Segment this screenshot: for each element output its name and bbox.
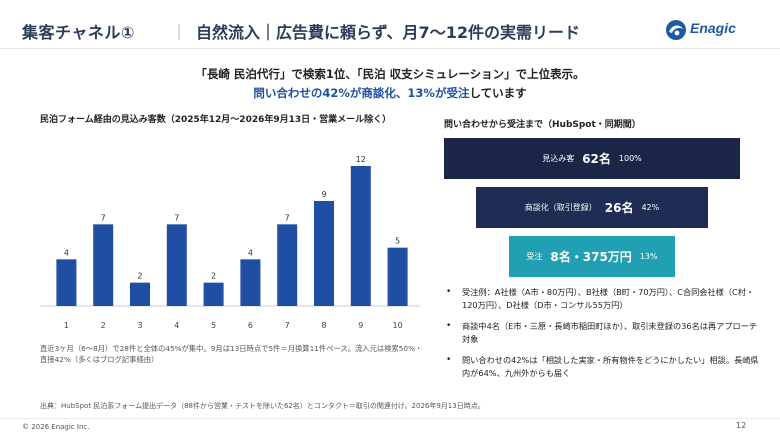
funnel-stage-label: 受注 bbox=[526, 252, 543, 261]
bar bbox=[277, 224, 298, 306]
source-note: 出典：HubSpot 民泊系フォーム提出データ（88件から営業・テストを除いた6… bbox=[40, 402, 485, 410]
chart-title: 民泊フォーム経由の見込み客数（2025年12月〜2026年9月13日・営業メール… bbox=[40, 115, 392, 125]
bar bbox=[56, 259, 77, 306]
bar-chart: 4 1 7 2 2 3 7 4 2 5 4 6 7 7 9 8 12 9 5 10 bbox=[40, 155, 420, 330]
bar bbox=[240, 259, 261, 306]
bar bbox=[130, 282, 150, 306]
funnel-stage-count: 62名 bbox=[582, 152, 611, 166]
insight-item: 受注例：A社様（A市・80万円）、B社様（B町・70万円）、C合同会社様（C村・… bbox=[444, 286, 764, 312]
bar bbox=[166, 224, 187, 306]
x-tick-label: 4 bbox=[174, 321, 179, 330]
bar bbox=[203, 282, 224, 306]
title-separator: ｜ bbox=[171, 23, 188, 42]
funnel-stage-rate: 42% bbox=[641, 203, 660, 212]
bar-value-label: 9 bbox=[321, 190, 326, 199]
enagic-logo: Enagic bbox=[664, 18, 764, 44]
slide-header: 集客チャネル① ｜ 自然流入｜広告費に頼らず、月7〜12件の実需リード Enag… bbox=[0, 0, 780, 58]
bar-value-label: 7 bbox=[285, 213, 290, 222]
x-tick-label: 3 bbox=[137, 321, 142, 330]
logo-text: Enagic bbox=[690, 20, 736, 36]
bar-value-label: 7 bbox=[174, 213, 179, 222]
funnel-stage-deals: 商談化（取引登録） 26名 42% bbox=[476, 187, 708, 228]
bar-value-label: 2 bbox=[211, 272, 216, 281]
logo-swirl-icon bbox=[666, 20, 686, 40]
bar-value-label: 12 bbox=[356, 155, 366, 164]
lead-rest: しています bbox=[469, 86, 527, 100]
chart-note: 直近3ヶ月（6〜8月）で28件と全体の45%が集中。9月は13日時点で5件＝月換… bbox=[40, 344, 423, 364]
page-number: 12 bbox=[736, 421, 747, 430]
funnel-stage-count: 8名・375万円 bbox=[550, 250, 632, 264]
x-tick-label: 10 bbox=[393, 321, 403, 330]
copyright: © 2026 Enagic Inc. bbox=[22, 423, 90, 431]
bar bbox=[387, 247, 408, 306]
slide-subtitle: 自然流入｜広告費に頼らず、月7〜12件の実需リード bbox=[196, 23, 580, 42]
x-tick-label: 2 bbox=[101, 321, 106, 330]
funnel-stage-rate: 13% bbox=[639, 252, 658, 261]
header-divider bbox=[0, 48, 780, 49]
bar-value-label: 5 bbox=[395, 237, 400, 246]
x-tick-label: 7 bbox=[285, 321, 290, 330]
x-tick-label: 8 bbox=[321, 321, 326, 330]
lead-line-2: 問い合わせの42%が商談化、13%が受注しています bbox=[0, 85, 780, 101]
x-tick-label: 9 bbox=[358, 321, 363, 330]
lead-line-1: 「長崎 民泊代行」で検索1位、「民泊 収支シミュレーション」で上位表示。 bbox=[195, 67, 585, 81]
funnel-stage-won: 受注 8名・375万円 13% bbox=[509, 236, 675, 277]
funnel-title: 問い合わせから受注まで（HubSpot・同期間） bbox=[444, 120, 641, 130]
bar-value-label: 2 bbox=[137, 272, 142, 281]
x-tick-label: 1 bbox=[64, 321, 69, 330]
bar bbox=[93, 224, 114, 306]
lead-highlight: 問い合わせの42%が商談化、13%が受注 bbox=[253, 86, 470, 100]
footer-divider bbox=[0, 418, 780, 419]
funnel-stage-label: 見込み客 bbox=[542, 154, 575, 163]
bar-value-label: 4 bbox=[64, 248, 69, 257]
insight-item: 商談中4名（E市・三原・長崎市稲田町ほか）、取引未登録の36名は再アプローチ対象 bbox=[444, 320, 764, 346]
bar-value-label: 7 bbox=[101, 213, 106, 222]
funnel-stage-count: 26名 bbox=[604, 201, 634, 215]
x-tick-label: 5 bbox=[211, 321, 216, 330]
bar bbox=[350, 166, 371, 306]
bar bbox=[314, 201, 334, 306]
x-tick-label: 6 bbox=[248, 321, 253, 330]
funnel-stage-label: 商談化（取引登録） bbox=[524, 203, 597, 212]
funnel-stage-prospects: 見込み客 62名 100% bbox=[444, 138, 740, 179]
insight-item: 問い合わせの42%は「相談した実家・所有物件をどうにかしたい」相談。長崎県内が6… bbox=[444, 354, 764, 380]
slide-title: 集客チャネル① bbox=[22, 23, 135, 42]
bar-value-label: 4 bbox=[248, 248, 253, 257]
funnel-stage-rate: 100% bbox=[618, 154, 642, 163]
insight-list: 受注例：A社様（A市・80万円）、B社様（B町・70万円）、C合同会社様（C村・… bbox=[444, 286, 764, 388]
